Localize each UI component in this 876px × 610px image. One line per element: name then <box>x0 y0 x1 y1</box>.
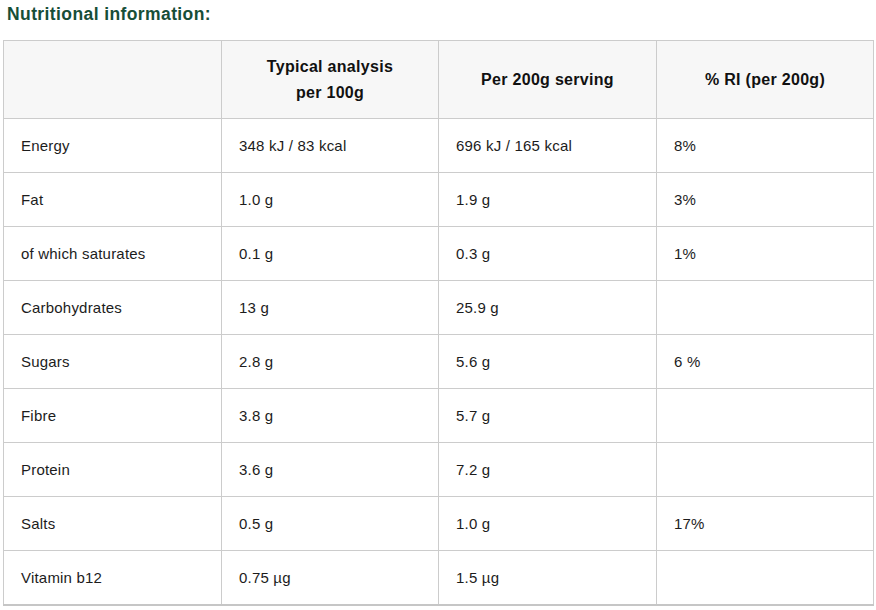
value-per100g-cell: 3.8 g <box>222 389 439 443</box>
value-per200g-cell: 7.2 g <box>439 443 657 497</box>
value-per100g-cell: 1.0 g <box>222 173 439 227</box>
value-ri-cell <box>657 443 874 497</box>
header-cell-per100g: Typical analysis per 100g <box>222 41 439 119</box>
nutrient-name-cell: Carbohydrates <box>4 281 222 335</box>
header-cell-ri: % RI (per 200g) <box>657 41 874 119</box>
nutrient-name-cell: Sugars <box>4 335 222 389</box>
page: Nutritional information: Typical analysi… <box>0 0 876 610</box>
nutrient-name-cell: Fibre <box>4 389 222 443</box>
table-row: Vitamin b12 0.75 µg 1.5 µg <box>4 551 874 605</box>
value-ri-cell: 6 % <box>657 335 874 389</box>
nutrient-name-cell: Energy <box>4 119 222 173</box>
value-per100g-cell: 0.75 µg <box>222 551 439 605</box>
value-ri-cell: 17% <box>657 497 874 551</box>
nutrient-name-cell: Fat <box>4 173 222 227</box>
table-row: Fibre 3.8 g 5.7 g <box>4 389 874 443</box>
table-row: Protein 3.6 g 7.2 g <box>4 443 874 497</box>
table-row: of which saturates 0.1 g 0.3 g 1% <box>4 227 874 281</box>
value-per100g-cell: 0.5 g <box>222 497 439 551</box>
value-per200g-cell: 5.7 g <box>439 389 657 443</box>
value-per200g-cell: 1.5 µg <box>439 551 657 605</box>
value-ri-cell <box>657 551 874 605</box>
table-row: Salts 0.5 g 1.0 g 17% <box>4 497 874 551</box>
table-row: Sugars 2.8 g 5.6 g 6 % <box>4 335 874 389</box>
value-per200g-cell: 1.0 g <box>439 497 657 551</box>
value-per200g-cell: 696 kJ / 165 kcal <box>439 119 657 173</box>
value-per100g-cell: 13 g <box>222 281 439 335</box>
value-per100g-cell: 2.8 g <box>222 335 439 389</box>
header-per100g-line1: Typical analysis <box>222 54 438 80</box>
table-row: Carbohydrates 13 g 25.9 g <box>4 281 874 335</box>
nutrient-name-cell: Salts <box>4 497 222 551</box>
value-per100g-cell: 3.6 g <box>222 443 439 497</box>
value-ri-cell <box>657 281 874 335</box>
page-title: Nutritional information: <box>0 0 876 25</box>
header-per100g-line2: per 100g <box>222 80 438 106</box>
nutrient-name-cell: Vitamin b12 <box>4 551 222 605</box>
value-ri-cell: 3% <box>657 173 874 227</box>
value-per100g-cell: 348 kJ / 83 kcal <box>222 119 439 173</box>
value-per200g-cell: 25.9 g <box>439 281 657 335</box>
header-cell-empty <box>4 41 222 119</box>
header-row: Typical analysis per 100g Per 200g servi… <box>4 41 874 119</box>
nutrition-table: Typical analysis per 100g Per 200g servi… <box>3 40 874 606</box>
value-per200g-cell: 1.9 g <box>439 173 657 227</box>
table-row: Fat 1.0 g 1.9 g 3% <box>4 173 874 227</box>
value-ri-cell: 8% <box>657 119 874 173</box>
nutrient-name-cell: of which saturates <box>4 227 222 281</box>
value-ri-cell: 1% <box>657 227 874 281</box>
header-cell-per200g: Per 200g serving <box>439 41 657 119</box>
value-per100g-cell: 0.1 g <box>222 227 439 281</box>
value-per200g-cell: 0.3 g <box>439 227 657 281</box>
table-row: Energy 348 kJ / 83 kcal 696 kJ / 165 kca… <box>4 119 874 173</box>
table-body: Energy 348 kJ / 83 kcal 696 kJ / 165 kca… <box>4 119 874 605</box>
value-per200g-cell: 5.6 g <box>439 335 657 389</box>
nutrient-name-cell: Protein <box>4 443 222 497</box>
value-ri-cell <box>657 389 874 443</box>
